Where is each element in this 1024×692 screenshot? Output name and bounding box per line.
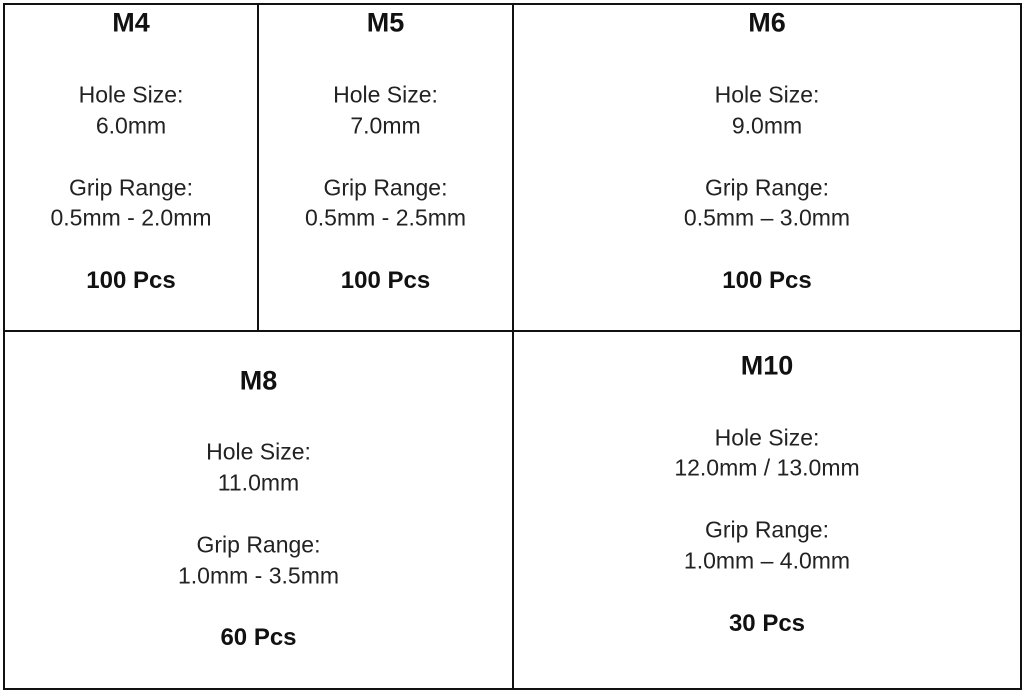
hole-size-label: Hole Size:: [714, 81, 820, 108]
border-left: [3, 3, 5, 690]
quantity: 100 Pcs: [86, 267, 176, 294]
grip-range-label: Grip Range:: [68, 174, 193, 201]
grip-range-value: 0.5mm – 3.0mm: [683, 204, 851, 231]
cell-m10: M10 Hole Size: 12.0mm / 13.0mm Grip Rang…: [514, 0, 1020, 688]
size-title: M8: [239, 365, 278, 396]
quantity: 60 Pcs: [220, 624, 297, 651]
grip-range-label: Grip Range:: [323, 174, 448, 201]
hole-size-label: Hole Size:: [206, 438, 311, 465]
grip-range-value: 1.0mm – 4.0mm: [683, 547, 851, 574]
hole-size-value: 9.0mm: [731, 112, 803, 139]
quantity: 100 Pcs: [340, 267, 431, 294]
grip-range-label: Grip Range:: [704, 174, 829, 201]
hole-size-label: Hole Size:: [714, 424, 820, 451]
quantity: 30 Pcs: [728, 610, 806, 637]
divider-vertical-main: [512, 3, 514, 690]
grip-range-label: Grip Range:: [196, 531, 321, 558]
cell-m8: M8 Hole Size: 11.0mm Grip Range: 1.0mm -…: [5, 0, 512, 688]
hole-size-label: Hole Size:: [333, 81, 438, 108]
hole-size-value: 12.0mm / 13.0mm: [674, 454, 860, 481]
cell-m6: M6 Hole Size: 9.0mm Grip Range: 0.5mm – …: [514, 0, 1020, 330]
grip-range-label: Grip Range:: [704, 516, 829, 543]
size-title: M6: [748, 7, 786, 38]
hole-size-value: 6.0mm: [95, 112, 167, 139]
size-title: M5: [366, 7, 405, 38]
size-title: M4: [112, 7, 150, 38]
border-right: [1020, 3, 1022, 690]
hole-size-value: 7.0mm: [350, 112, 421, 139]
cell-m4: M4 Hole Size: 6.0mm Grip Range: 0.5mm - …: [5, 0, 257, 330]
divider-vertical-top: [257, 3, 259, 331]
grip-range-value: 0.5mm - 2.0mm: [50, 204, 212, 231]
quantity: 100 Pcs: [722, 267, 812, 294]
hole-size-label: Hole Size:: [78, 81, 184, 108]
grip-range-value: 0.5mm - 2.5mm: [304, 204, 467, 231]
hole-size-value: 11.0mm: [217, 469, 300, 496]
grip-range-value: 1.0mm - 3.5mm: [177, 562, 340, 589]
cell-m5: M5 Hole Size: 7.0mm Grip Range: 0.5mm - …: [259, 0, 512, 330]
size-title: M10: [740, 350, 794, 381]
